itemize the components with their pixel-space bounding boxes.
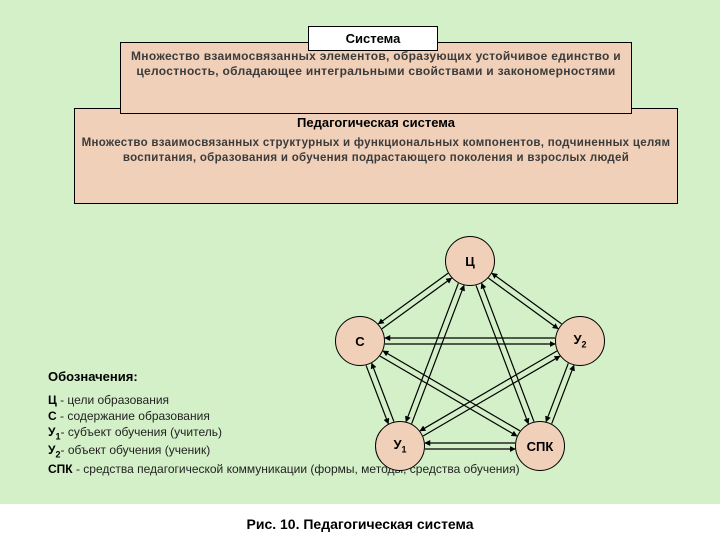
legend-desc: - средства педагогической коммуникации (… [73, 462, 520, 476]
legend-row: У2- объект обучения (ученик) [48, 442, 668, 461]
graph-node-u1: У1 [375, 421, 425, 471]
legend-desc: - объект обучения (ученик) [60, 443, 210, 457]
system-label-box: Система [308, 26, 438, 51]
legend-symbol: У1 [48, 425, 60, 439]
legend-desc: - цели образования [57, 393, 169, 407]
pedagogical-title: Педагогическая система [75, 115, 677, 130]
pedagogical-text: Множество взаимосвязанных структурных и … [75, 136, 677, 166]
legend-row: С - содержание образования [48, 408, 668, 424]
graph-node-label: С [355, 334, 364, 349]
legend-row: СПК - средства педагогической коммуникац… [48, 461, 668, 477]
legend-symbol: С [48, 409, 57, 423]
definition-box-pedagogical: Педагогическая система Множество взаимос… [74, 108, 678, 204]
graph-node-label: У1 [393, 437, 406, 455]
legend-desc: - содержание образования [57, 409, 210, 423]
legend-symbol: СПК [48, 462, 73, 476]
page-root: Система Множество взаимосвязанных элемен… [0, 0, 720, 540]
legend-symbol: У2 [48, 443, 60, 457]
graph-node-label: СПК [527, 439, 554, 454]
legend-row: У1- субъект обучения (учитель) [48, 424, 668, 443]
legend-block: Обозначения: Ц - цели образованияС - сод… [48, 368, 668, 477]
graph-node-u2: У2 [555, 316, 605, 366]
definition-text-system: Множество взаимосвязанных элементов, обр… [121, 49, 631, 79]
graph-node-spk: СПК [515, 421, 565, 471]
legend-row: Ц - цели образования [48, 392, 668, 408]
legend-header: Обозначения: [48, 368, 668, 386]
legend-symbol: Ц [48, 393, 57, 407]
graph-node-ts: Ц [445, 236, 495, 286]
figure-caption: Рис. 10. Педагогическая система [0, 516, 720, 532]
definition-box-system: Множество взаимосвязанных элементов, обр… [120, 42, 632, 114]
system-label-text: Система [346, 31, 401, 46]
graph-node-label: У2 [573, 332, 586, 350]
legend-desc: - субъект обучения (учитель) [60, 425, 222, 439]
graph-node-s: С [335, 316, 385, 366]
graph-node-label: Ц [465, 254, 475, 269]
